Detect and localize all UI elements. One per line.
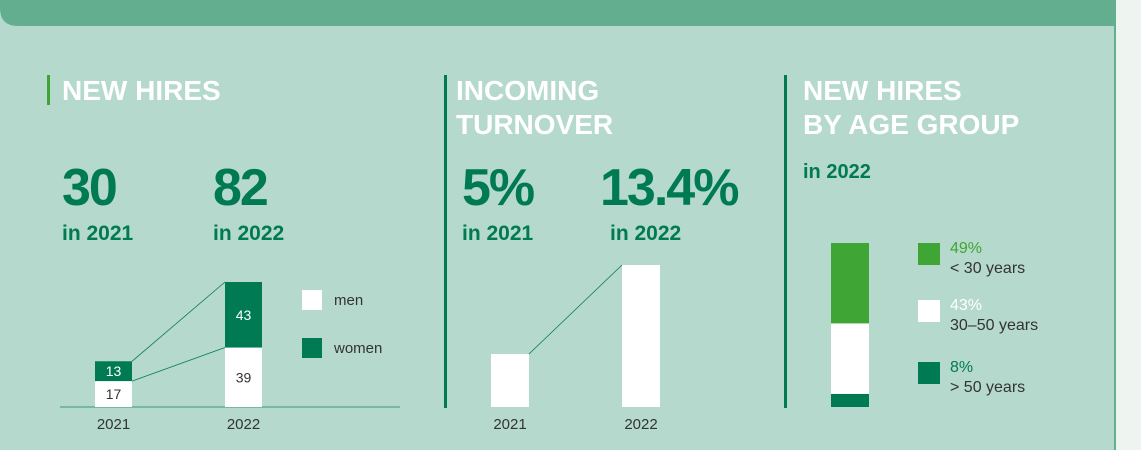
bar-label: 43 bbox=[236, 307, 252, 323]
legend-swatch bbox=[918, 243, 940, 265]
bar-segment bbox=[225, 347, 262, 407]
legend-swatch bbox=[918, 362, 940, 384]
legend-label: 30–50 years bbox=[950, 317, 1038, 334]
bar-segment bbox=[95, 381, 132, 407]
connector bbox=[131, 347, 226, 382]
bar bbox=[491, 354, 529, 407]
headline-value: 5% bbox=[462, 159, 534, 217]
legend-label: men bbox=[334, 292, 363, 309]
connector bbox=[528, 264, 623, 355]
legend-value: 43% bbox=[950, 297, 982, 314]
connector bbox=[131, 281, 226, 362]
bar-segment bbox=[831, 243, 869, 324]
section-title: NEW HIRES bbox=[803, 75, 962, 106]
section-title: NEW HIRES bbox=[62, 75, 221, 106]
panel bbox=[0, 0, 1115, 450]
headline-caption: in 2021 bbox=[62, 222, 134, 245]
headline-caption: in 2021 bbox=[462, 222, 534, 245]
top-band bbox=[0, 0, 1115, 26]
bar-label: 17 bbox=[106, 386, 122, 402]
headline-value: 13.4% bbox=[600, 159, 738, 217]
headline-value: 82 bbox=[213, 159, 267, 217]
headline-value: 30 bbox=[62, 159, 116, 217]
legend-label: > 50 years bbox=[950, 379, 1025, 396]
section-title: BY AGE GROUP bbox=[803, 109, 1019, 140]
divider bbox=[444, 75, 447, 408]
divider bbox=[784, 75, 787, 408]
bar-label: 39 bbox=[236, 369, 252, 385]
legend-swatch bbox=[302, 338, 322, 358]
x-tick-label: 2021 bbox=[97, 416, 130, 433]
legend-label: < 30 years bbox=[950, 260, 1025, 277]
bar-segment bbox=[831, 393, 869, 407]
headline-caption: in 2022 bbox=[213, 222, 284, 245]
subtitle: in 2022 bbox=[803, 161, 871, 183]
bar-label: 13 bbox=[106, 363, 122, 379]
x-tick-label: 2022 bbox=[227, 416, 260, 433]
bar-segment bbox=[95, 361, 132, 382]
section-title: INCOMING bbox=[456, 75, 599, 106]
bar bbox=[622, 265, 660, 407]
legend-label: women bbox=[333, 340, 382, 357]
legend-swatch bbox=[302, 290, 322, 310]
legend-swatch bbox=[918, 300, 940, 322]
x-tick-label: 2021 bbox=[493, 416, 526, 433]
x-tick-label: 2022 bbox=[624, 416, 657, 433]
bar-segment bbox=[225, 282, 262, 348]
headline-caption: in 2022 bbox=[610, 222, 681, 245]
section-title: TURNOVER bbox=[456, 109, 613, 140]
legend-value: 49% bbox=[950, 240, 982, 257]
legend-value: 8% bbox=[950, 359, 973, 376]
bar-segment bbox=[831, 323, 869, 394]
title-accent bbox=[47, 75, 50, 105]
